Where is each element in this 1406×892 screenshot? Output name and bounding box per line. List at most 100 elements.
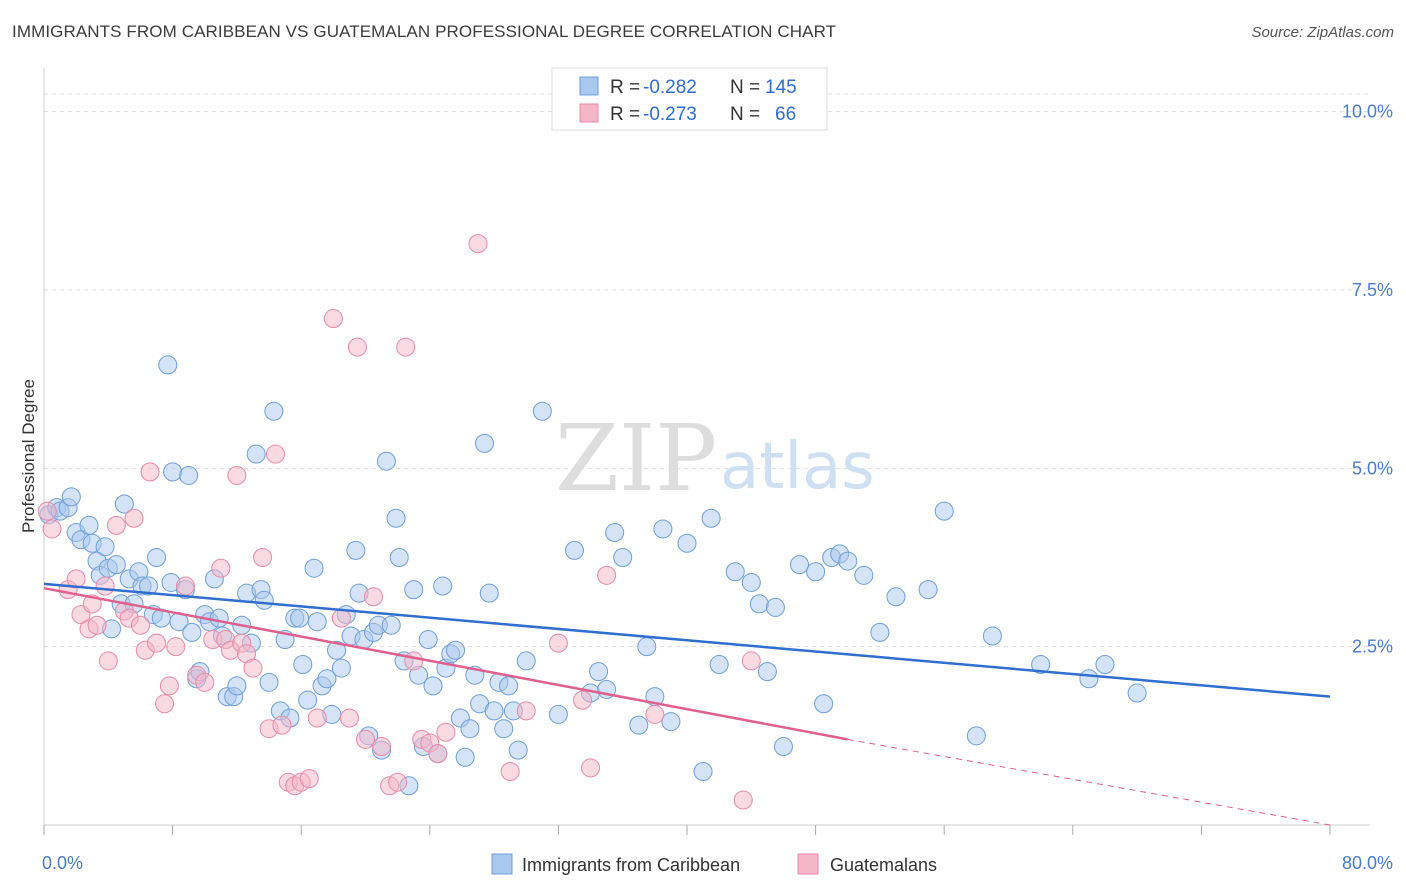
point-blue-48 bbox=[259, 672, 279, 692]
y-tick-label-0: 2.5% bbox=[1352, 637, 1393, 657]
point-pink-20 bbox=[166, 637, 186, 657]
legend-n-label-1: N = bbox=[730, 77, 760, 98]
point-blue-118 bbox=[701, 508, 721, 528]
point-blue-110 bbox=[613, 548, 633, 567]
point-blue-90 bbox=[455, 747, 475, 767]
point-blue-117 bbox=[693, 762, 713, 781]
point-pink-54 bbox=[428, 744, 448, 764]
point-blue-123 bbox=[757, 662, 777, 682]
point-blue-134 bbox=[886, 587, 906, 607]
point-blue-131 bbox=[838, 551, 858, 571]
legend-r-label-1: R = bbox=[610, 77, 640, 98]
point-blue-135 bbox=[918, 580, 938, 600]
point-blue-136 bbox=[934, 501, 954, 521]
series-legend-label-guatemalans: Guatemalans bbox=[830, 855, 937, 875]
point-pink-64 bbox=[733, 790, 753, 810]
point-blue-96 bbox=[484, 701, 504, 721]
point-blue-94 bbox=[474, 433, 494, 453]
grid-lines bbox=[44, 93, 1370, 648]
point-blue-16 bbox=[114, 494, 134, 514]
point-blue-23 bbox=[147, 548, 167, 567]
point-blue-63 bbox=[331, 658, 351, 678]
point-pink-45 bbox=[356, 729, 375, 749]
point-pink-57 bbox=[500, 762, 520, 781]
point-blue-95 bbox=[479, 583, 499, 603]
chart-title: IMMIGRANTS FROM CARIBBEAN VS GUATEMALAN … bbox=[12, 22, 837, 41]
y-tick-label-3: 10.0% bbox=[1342, 102, 1393, 122]
axes: 2.5% 5.0% 7.5% 10.0% 0.0% 80.0% bbox=[42, 68, 1393, 873]
point-pink-63 bbox=[645, 704, 665, 724]
point-pink-56 bbox=[468, 234, 488, 254]
point-pink-17 bbox=[147, 633, 167, 653]
point-blue-121 bbox=[741, 572, 761, 592]
point-pink-43 bbox=[339, 708, 359, 728]
point-blue-88 bbox=[446, 640, 466, 660]
point-blue-55 bbox=[293, 655, 313, 674]
point-blue-66 bbox=[346, 540, 366, 560]
point-blue-116 bbox=[677, 533, 697, 553]
legend-n-value-1: 145 bbox=[765, 77, 797, 98]
trend-line-pink-extension bbox=[847, 738, 1331, 826]
x-tick-label-0: 0.0% bbox=[42, 853, 83, 873]
point-blue-14 bbox=[106, 555, 126, 575]
point-blue-76 bbox=[389, 548, 409, 567]
series-legend: Immigrants from Caribbean Guatemalans bbox=[491, 853, 937, 875]
point-pink-13 bbox=[124, 508, 144, 528]
point-blue-103 bbox=[532, 401, 552, 421]
point-pink-58 bbox=[516, 701, 536, 721]
point-blue-141 bbox=[1095, 655, 1115, 674]
point-blue-25 bbox=[158, 355, 178, 375]
point-pink-21 bbox=[175, 576, 195, 596]
point-blue-111 bbox=[629, 715, 649, 735]
point-blue-75 bbox=[386, 508, 406, 528]
point-pink-16 bbox=[140, 462, 160, 482]
point-pink-62 bbox=[597, 565, 617, 585]
point-pink-42 bbox=[331, 608, 351, 628]
point-blue-120 bbox=[725, 562, 745, 582]
y-axis-title-group: Professional Degree bbox=[19, 379, 38, 533]
point-pink-32 bbox=[253, 548, 273, 567]
point-blue-37 bbox=[209, 608, 229, 628]
watermark-atlas: atlas bbox=[720, 430, 875, 504]
point-blue-104 bbox=[548, 704, 568, 724]
point-blue-7 bbox=[79, 515, 99, 535]
watermark-zip: ZIP bbox=[555, 405, 717, 512]
point-pink-1 bbox=[42, 519, 62, 539]
point-blue-79 bbox=[404, 580, 424, 600]
watermark: ZIP atlas bbox=[555, 405, 875, 512]
point-blue-127 bbox=[806, 562, 826, 582]
point-blue-105 bbox=[564, 540, 584, 560]
point-blue-109 bbox=[605, 523, 625, 543]
point-pink-18 bbox=[155, 694, 175, 714]
point-pink-49 bbox=[388, 772, 408, 792]
point-blue-139 bbox=[1031, 655, 1051, 674]
point-pink-47 bbox=[372, 737, 392, 757]
legend-swatch-blue bbox=[579, 76, 599, 96]
point-blue-62 bbox=[327, 640, 347, 660]
series-legend-label-caribbean: Immigrants from Caribbean bbox=[522, 855, 740, 875]
point-pink-10 bbox=[106, 515, 126, 535]
point-pink-61 bbox=[581, 758, 601, 778]
point-blue-49 bbox=[264, 401, 284, 421]
point-blue-114 bbox=[653, 519, 673, 539]
x-tick-label-1: 80.0% bbox=[1342, 853, 1393, 873]
point-blue-126 bbox=[790, 555, 810, 575]
point-pink-14 bbox=[130, 615, 150, 635]
point-blue-101 bbox=[508, 740, 528, 760]
point-pink-40 bbox=[307, 708, 327, 728]
point-blue-47 bbox=[254, 590, 274, 610]
point-blue-60 bbox=[317, 669, 337, 689]
point-blue-91 bbox=[460, 719, 480, 739]
point-pink-28 bbox=[227, 465, 247, 485]
point-pink-34 bbox=[265, 444, 285, 464]
point-blue-41 bbox=[227, 676, 247, 696]
point-pink-55 bbox=[436, 722, 456, 742]
point-pink-35 bbox=[272, 715, 292, 735]
point-blue-73 bbox=[376, 451, 396, 471]
legend-n-label-2: N = bbox=[730, 104, 760, 125]
point-blue-57 bbox=[304, 558, 324, 578]
point-blue-142 bbox=[1127, 683, 1147, 703]
point-blue-124 bbox=[765, 597, 785, 617]
point-blue-27 bbox=[163, 462, 183, 482]
point-pink-65 bbox=[741, 651, 761, 671]
